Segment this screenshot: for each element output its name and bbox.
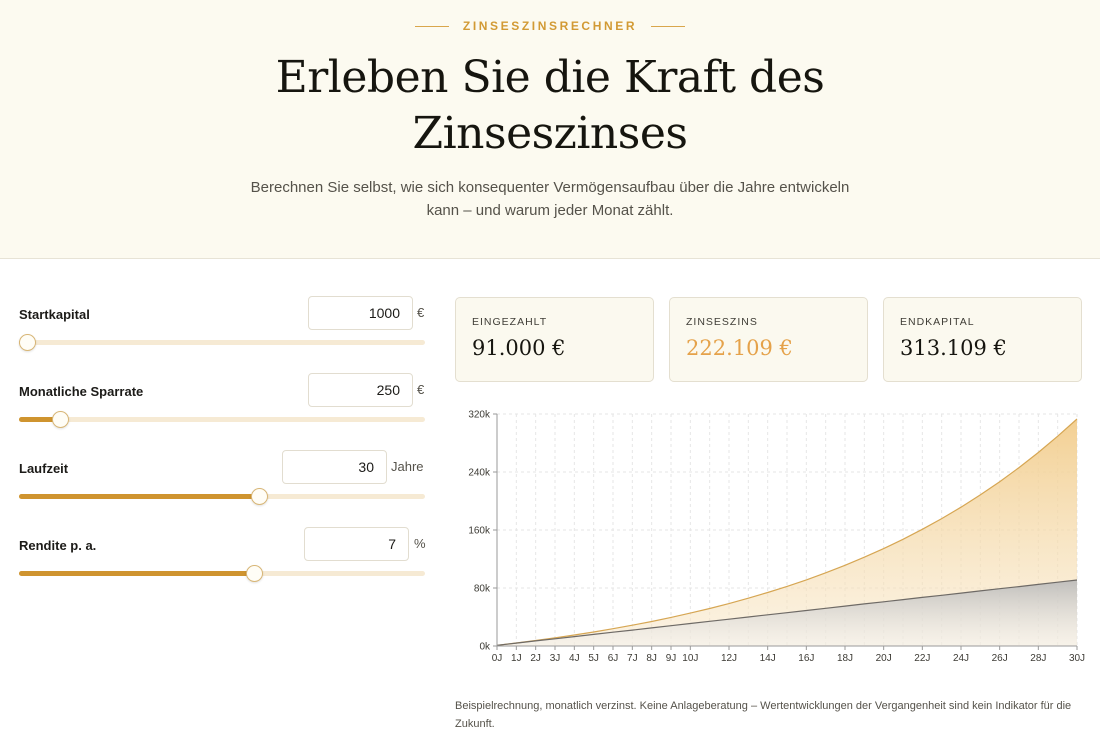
series-eingezahlt-line	[496, 579, 1078, 646]
eyebrow-line-right	[651, 26, 686, 28]
sparrate-slider[interactable]	[19, 411, 425, 428]
series-endkapital-area	[497, 419, 1077, 646]
control-rendite: Rendite p. a. %	[19, 527, 427, 604]
x-tick-label: 6J	[608, 653, 619, 664]
laufzeit-label: Laufzeit	[19, 461, 69, 476]
x-tick-label: 14J	[760, 653, 776, 664]
card-eingezahlt-label: EINGEZAHLT	[472, 316, 548, 328]
x-tick-label: 8J	[646, 653, 657, 664]
eyebrow-text: ZINSESZINSRECHNER	[462, 19, 638, 33]
card-eingezahlt: EINGEZAHLT 91.000 €	[455, 297, 654, 382]
card-endkapital: ENDKAPITAL 313.109 €	[883, 297, 1082, 382]
eyebrow: ZINSESZINSRECHNER	[0, 19, 1100, 33]
card-endkapital-label: ENDKAPITAL	[900, 316, 975, 328]
eyebrow-line-left	[414, 26, 449, 28]
series-endkapital-line	[496, 418, 1078, 646]
x-tick-label: 24J	[953, 653, 969, 664]
calculator-controls: Startkapital € Monatliche Sparrate € Lau…	[19, 296, 427, 604]
page-title: Erleben Sie die Kraft des Zinseszinses	[275, 52, 825, 159]
hero-section: ZINSESZINSRECHNER Erleben Sie die Kraft …	[0, 0, 1100, 259]
startkapital-unit: €	[417, 305, 425, 320]
card-eingezahlt-value: 91.000 €	[472, 336, 566, 360]
chart-axes: 0k 80k 160k 240k 320k 0J 1J 2J 3J 4J 5J 6J 7J 8J 9J 10J…	[468, 410, 1085, 665]
x-tick-label: 28J	[1030, 653, 1046, 664]
x-tick-label: 12J	[721, 653, 737, 664]
rendite-slider-thumb[interactable]	[246, 565, 264, 582]
laufzeit-slider-fill	[19, 494, 259, 499]
sparrate-unit: €	[417, 382, 425, 397]
card-zinseszins: ZINSESZINS 222.109 €	[669, 297, 868, 382]
x-tick-label: 18J	[837, 653, 853, 664]
x-tick-label: 9J	[666, 653, 677, 664]
x-tick-label: 5J	[588, 653, 599, 664]
rendite-slider-fill	[19, 571, 255, 576]
x-tick-label: 2J	[530, 653, 541, 664]
x-tick-label: 3J	[550, 653, 561, 664]
disclaimer: Beispielrechnung, monatlich verzinst. Ke…	[455, 700, 1072, 730]
x-tick-label: 4J	[569, 653, 580, 664]
x-tick-label: 30J	[1069, 653, 1085, 664]
rendite-input[interactable]	[304, 527, 409, 561]
y-tick-label: 0k	[479, 642, 491, 653]
startkapital-slider[interactable]	[19, 334, 425, 351]
laufzeit-input[interactable]	[282, 450, 387, 484]
x-tick-label: 20J	[876, 653, 892, 664]
sparrate-input[interactable]	[308, 373, 413, 407]
laufzeit-slider[interactable]	[19, 488, 425, 505]
control-laufzeit: Laufzeit Jahre	[19, 450, 427, 527]
x-tick-label: 10J	[682, 653, 698, 664]
startkapital-label: Startkapital	[19, 307, 90, 322]
card-zinseszins-label: ZINSESZINS	[686, 316, 758, 328]
startkapital-input[interactable]	[308, 296, 413, 330]
y-tick-label: 320k	[468, 410, 491, 421]
sparrate-slider-fill	[19, 417, 60, 422]
card-endkapital-value: 313.109 €	[900, 336, 1007, 360]
x-tick-label: 7J	[627, 653, 638, 664]
laufzeit-slider-thumb[interactable]	[250, 488, 268, 505]
laufzeit-unit: Jahre	[391, 459, 424, 474]
sparrate-slider-thumb[interactable]	[51, 411, 69, 428]
chart-areas	[496, 418, 1078, 646]
result-cards: EINGEZAHLT 91.000 € ZINSESZINS 222.109 €…	[455, 297, 1082, 382]
x-tick-label: 26J	[992, 653, 1008, 664]
control-startkapital: Startkapital €	[19, 296, 427, 373]
x-tick-label: 16J	[798, 653, 814, 664]
control-monatliche-sparrate: Monatliche Sparrate €	[19, 373, 427, 450]
rendite-label: Rendite p. a.	[19, 538, 97, 553]
startkapital-slider-thumb[interactable]	[19, 334, 37, 351]
page-subtitle: Berechnen Sie selbst, wie sich konsequen…	[250, 179, 850, 219]
y-tick-label: 80k	[474, 584, 491, 595]
y-tick-label: 160k	[468, 526, 491, 537]
rendite-slider[interactable]	[19, 565, 425, 582]
y-tick-label: 240k	[468, 468, 491, 479]
x-tick-label: 0J	[492, 653, 503, 664]
x-tick-label: 1J	[511, 653, 522, 664]
x-tick-label: 22J	[914, 653, 930, 664]
card-zinseszins-value: 222.109 €	[686, 336, 793, 360]
growth-chart: 0k 80k 160k 240k 320k 0J 1J 2J 3J 4J 5J 6J 7J 8J 9J 10J…	[468, 410, 1085, 665]
sparrate-label: Monatliche Sparrate	[19, 384, 144, 399]
rendite-unit: %	[414, 536, 426, 551]
